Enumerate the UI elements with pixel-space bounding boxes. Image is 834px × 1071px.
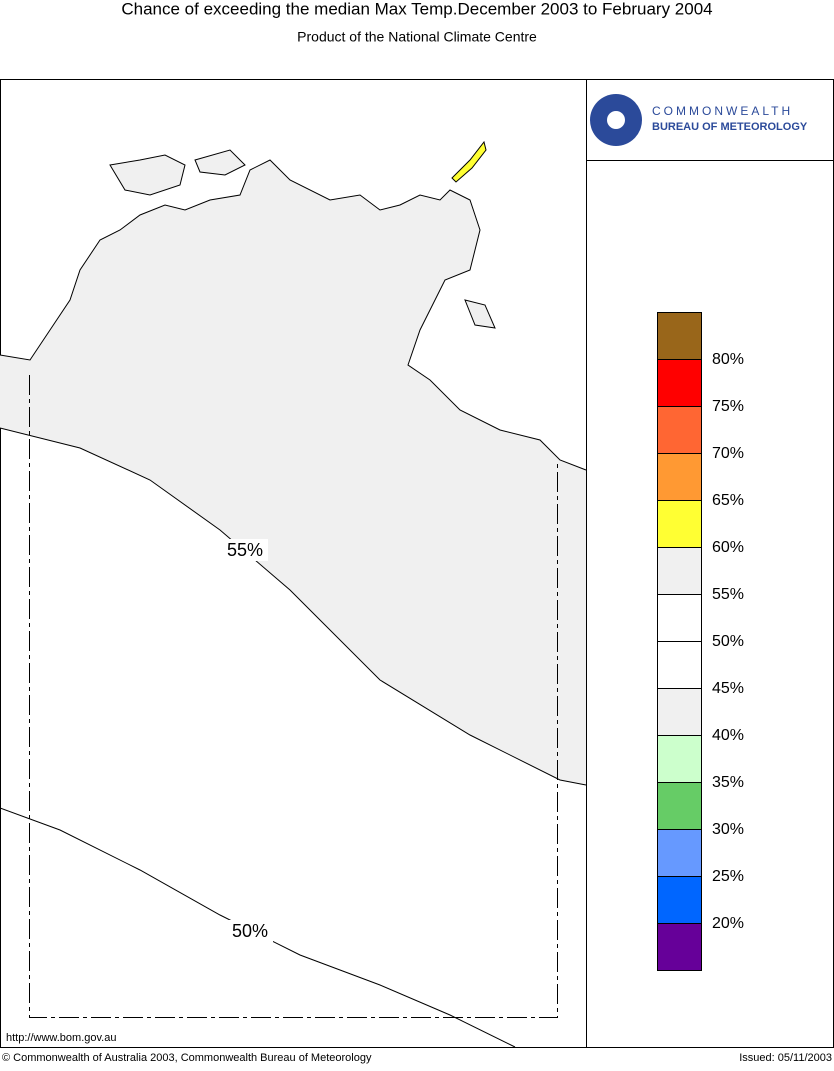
legend-label: 55% [712,586,744,603]
legend-swatch [657,312,702,360]
contour-line [0,427,587,786]
island [464,299,496,329]
legend: 80% 75% 70% 65% 60% 55% 50% 45% 40% 35% 30% 25% 20% [657,312,744,971]
legend-swatch [657,406,702,454]
island [451,140,487,183]
legend-swatch [657,735,702,783]
logo: COMMONWEALTH BUREAU OF METEOROLOGY [590,94,808,146]
legend-label: 40% [712,727,744,744]
legend-swatch [657,359,702,407]
region-boundary [29,375,558,1018]
legend-label: 45% [712,680,744,697]
legend-swatch [657,594,702,642]
legend-label: 20% [712,915,744,932]
label-bg [227,920,273,942]
legend-label: 75% [712,398,744,415]
legend-label: 70% [712,445,744,462]
legend-swatch [657,829,702,877]
legend-swatch [657,500,702,548]
logo-emblem-center [607,111,625,129]
island [194,149,246,176]
legend-swatch [657,688,702,736]
logo-text: COMMONWEALTH [652,104,793,118]
legend-label: 65% [712,492,744,509]
subtitle: Product of the National Climate Centre [297,29,537,45]
legend-label: 50% [712,633,744,650]
coastline [0,159,587,471]
contour-label: 55% [227,540,263,560]
legend-label: 30% [712,821,744,838]
issued: Issued: 05/11/2003 [739,1052,832,1064]
map: 55% 50% [0,140,587,1048]
legend-label: 80% [712,351,744,368]
legend-swatch [657,782,702,830]
legend-label: 35% [712,774,744,791]
island [109,154,186,196]
legend-swatch [657,641,702,689]
logo-text: BUREAU OF METEOROLOGY [652,121,808,133]
legend-swatch [657,547,702,595]
copyright: © Commonwealth of Australia 2003, Common… [2,1052,372,1064]
url: http://www.bom.gov.au [6,1032,116,1044]
label-bg [222,539,268,561]
title: Chance of exceeding the median Max Temp.… [121,0,712,18]
shaded-area [0,160,586,785]
legend-label: 60% [712,539,744,556]
legend-label: 25% [712,868,744,885]
legend-swatch [657,876,702,924]
legend-swatch [657,923,702,971]
contour-label: 50% [232,921,268,941]
legend-swatch [657,453,702,501]
